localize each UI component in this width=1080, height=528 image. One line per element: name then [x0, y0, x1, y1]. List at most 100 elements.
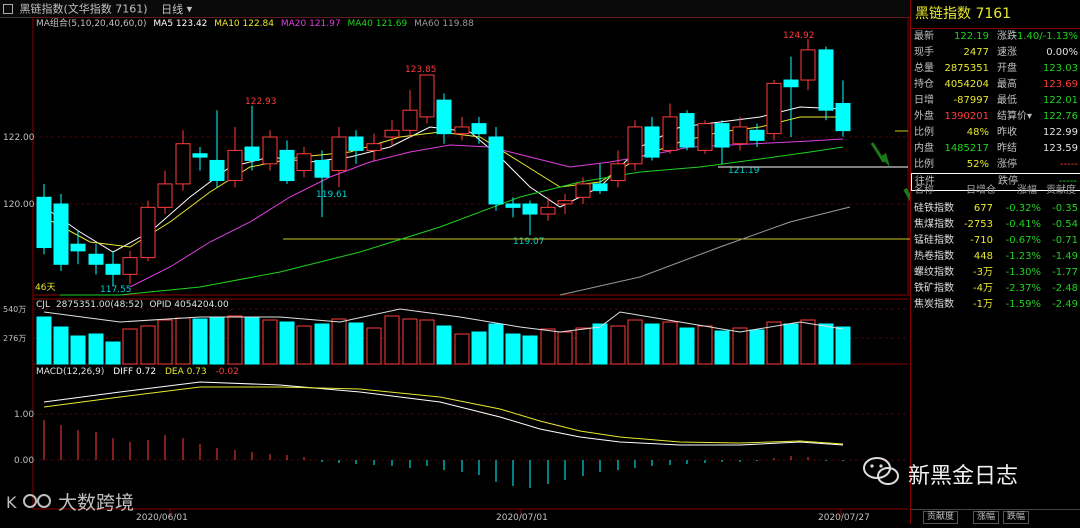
volume-bar: [331, 318, 347, 365]
quote-label: 内盘: [914, 143, 934, 154]
sector-contrib: -1.49: [1052, 251, 1078, 262]
volume-bar: [766, 321, 782, 365]
quote-value: 0.00%: [1046, 47, 1078, 58]
candlestick: [783, 56, 799, 137]
sector-name: 焦炭指数: [914, 299, 954, 310]
quote-value: 122.99: [1043, 127, 1078, 138]
window-menu-icon[interactable]: [3, 4, 13, 14]
sector-row[interactable]: 锰硅指数 -710 -0.67% -0.71: [911, 233, 1080, 249]
axis-label-macd-0: 0.00: [14, 456, 34, 466]
candlestick: [835, 80, 851, 137]
volume-bar: [122, 328, 138, 365]
sector-pos: 448: [973, 251, 993, 262]
candlestick: [818, 46, 834, 121]
candlestick: [732, 116, 748, 151]
volume-bar: [714, 330, 730, 365]
quote-value: 2875351: [944, 63, 989, 74]
volume-bar: [522, 335, 538, 365]
instrument-title[interactable]: 黑链指数(文华指数 7161): [19, 2, 148, 16]
date-label-3: 2020/07/27: [818, 513, 870, 523]
candlestick: [157, 170, 173, 215]
volume-bar: [244, 317, 260, 365]
volume-bar: [140, 325, 156, 365]
quote-value: 123.59: [1043, 143, 1078, 154]
quote-value: -----: [1059, 159, 1078, 170]
volume-bar: [53, 326, 69, 365]
col-chg[interactable]: 涨幅: [1017, 185, 1037, 196]
volume-bar: [262, 319, 278, 365]
sector-contrib: -2.48: [1052, 283, 1078, 294]
candlestick: [697, 120, 713, 154]
quote-row: 往件 跌停 -----: [911, 173, 1080, 191]
quote-row: 内盘 1485217 昨结 123.59: [911, 141, 1080, 157]
candlestick: [279, 140, 295, 184]
sector-row[interactable]: 热卷指数 448 -1.23% -1.49: [911, 249, 1080, 265]
macd-legend: MACD(12,26,9) DIFF 0.72 DEA 0.73 -0.02: [36, 367, 239, 377]
sector-pos: -2753: [963, 219, 993, 230]
period-selector[interactable]: 日线: [161, 2, 184, 16]
candlestick: [488, 126, 504, 211]
volume-legend: CJL 2875351.00(48:52) OPID 4054204.00: [36, 300, 229, 310]
sector-contrib: -1.77: [1052, 267, 1078, 278]
volume-bar: [610, 325, 626, 365]
candlestick: [331, 126, 347, 188]
sector-row[interactable]: 铁矿指数 -4万 -2.37% -2.48: [911, 281, 1080, 297]
sector-name: 硅铁指数: [914, 203, 954, 214]
chevron-down-icon[interactable]: ▾: [186, 2, 193, 16]
quote-value: 123.03: [1043, 63, 1078, 74]
tab-loss[interactable]: 跌幅: [1003, 511, 1030, 524]
quote-value: -87997: [953, 95, 989, 106]
tab-contrib[interactable]: 贡献度: [923, 511, 959, 524]
sector-chg: -0.32%: [1005, 203, 1041, 214]
candlestick: [366, 133, 382, 161]
ma60-line: [559, 206, 851, 296]
volume-bar: [70, 335, 86, 365]
tab-gain[interactable]: 涨幅: [973, 511, 1000, 524]
quote-row: 日增 -87997 最低 122.01: [911, 93, 1080, 109]
col-pos[interactable]: 日增仓: [966, 185, 996, 196]
volume-bar: [419, 319, 435, 365]
quote-label: 往件: [915, 176, 935, 187]
candlestick: [419, 74, 435, 124]
days-label: 46天: [35, 283, 55, 293]
axis-label-276: 276万: [3, 334, 26, 343]
ma10-line: [43, 116, 843, 248]
quote-label: 持仓: [914, 79, 934, 90]
price-label-high2: 123.85: [405, 65, 437, 75]
sector-row[interactable]: 焦煤指数 -2753 -0.41% -0.54: [911, 217, 1080, 233]
candlestick: [766, 80, 782, 141]
candlestick: [575, 177, 591, 204]
sector-row[interactable]: 硅铁指数 677 -0.32% -0.35: [911, 201, 1080, 217]
arrow-annotation-1: [870, 142, 890, 167]
quote-label: 现手: [914, 47, 934, 58]
volume-bar: [436, 325, 452, 365]
col-contrib[interactable]: 贡献度: [1046, 185, 1076, 196]
sector-row[interactable]: 焦炭指数 -1万 -1.59% -2.49: [911, 297, 1080, 313]
quote-value: 48%: [966, 127, 989, 138]
volume-bar: [105, 341, 121, 365]
ma-legend: MA组合(5,10,20,40,60,0) MA5 123.42 MA10 12…: [36, 17, 474, 29]
volume-bar: [366, 327, 382, 365]
col-name[interactable]: 名称: [914, 185, 934, 196]
volume-bar: [575, 327, 591, 365]
candlestick: [714, 120, 730, 165]
quote-value: -1.40/-1.13%: [1013, 31, 1078, 42]
wechat-icon: [863, 457, 899, 485]
sector-pos: 677: [973, 203, 993, 214]
quote-value: 1390201: [944, 111, 989, 122]
candlestick: [384, 120, 400, 148]
price-label-low3: 119.07: [513, 237, 545, 247]
volume-bar: [157, 319, 173, 365]
quote-row: 比例 52% 涨停 -----: [911, 157, 1080, 173]
quote-label[interactable]: 结算价▾: [997, 111, 1033, 122]
volume-bar: [88, 333, 104, 365]
chart-titlebar: 黑链指数(文华指数 7161) 日线 ▾: [0, 0, 910, 18]
candlestick: [749, 123, 765, 148]
chart-area[interactable]: 122.00 120.00 540万 276万 1.00 0.00 46天 MA…: [0, 16, 975, 524]
quote-label: 涨停: [997, 159, 1017, 170]
volume-bar: [279, 321, 295, 365]
wechat-watermark: 新黑金日志: [862, 452, 1062, 492]
volume-bar: [800, 319, 816, 365]
candlestick: [36, 183, 52, 255]
sector-row[interactable]: 螺纹指数 -3万 -1.30% -1.77: [911, 265, 1080, 281]
